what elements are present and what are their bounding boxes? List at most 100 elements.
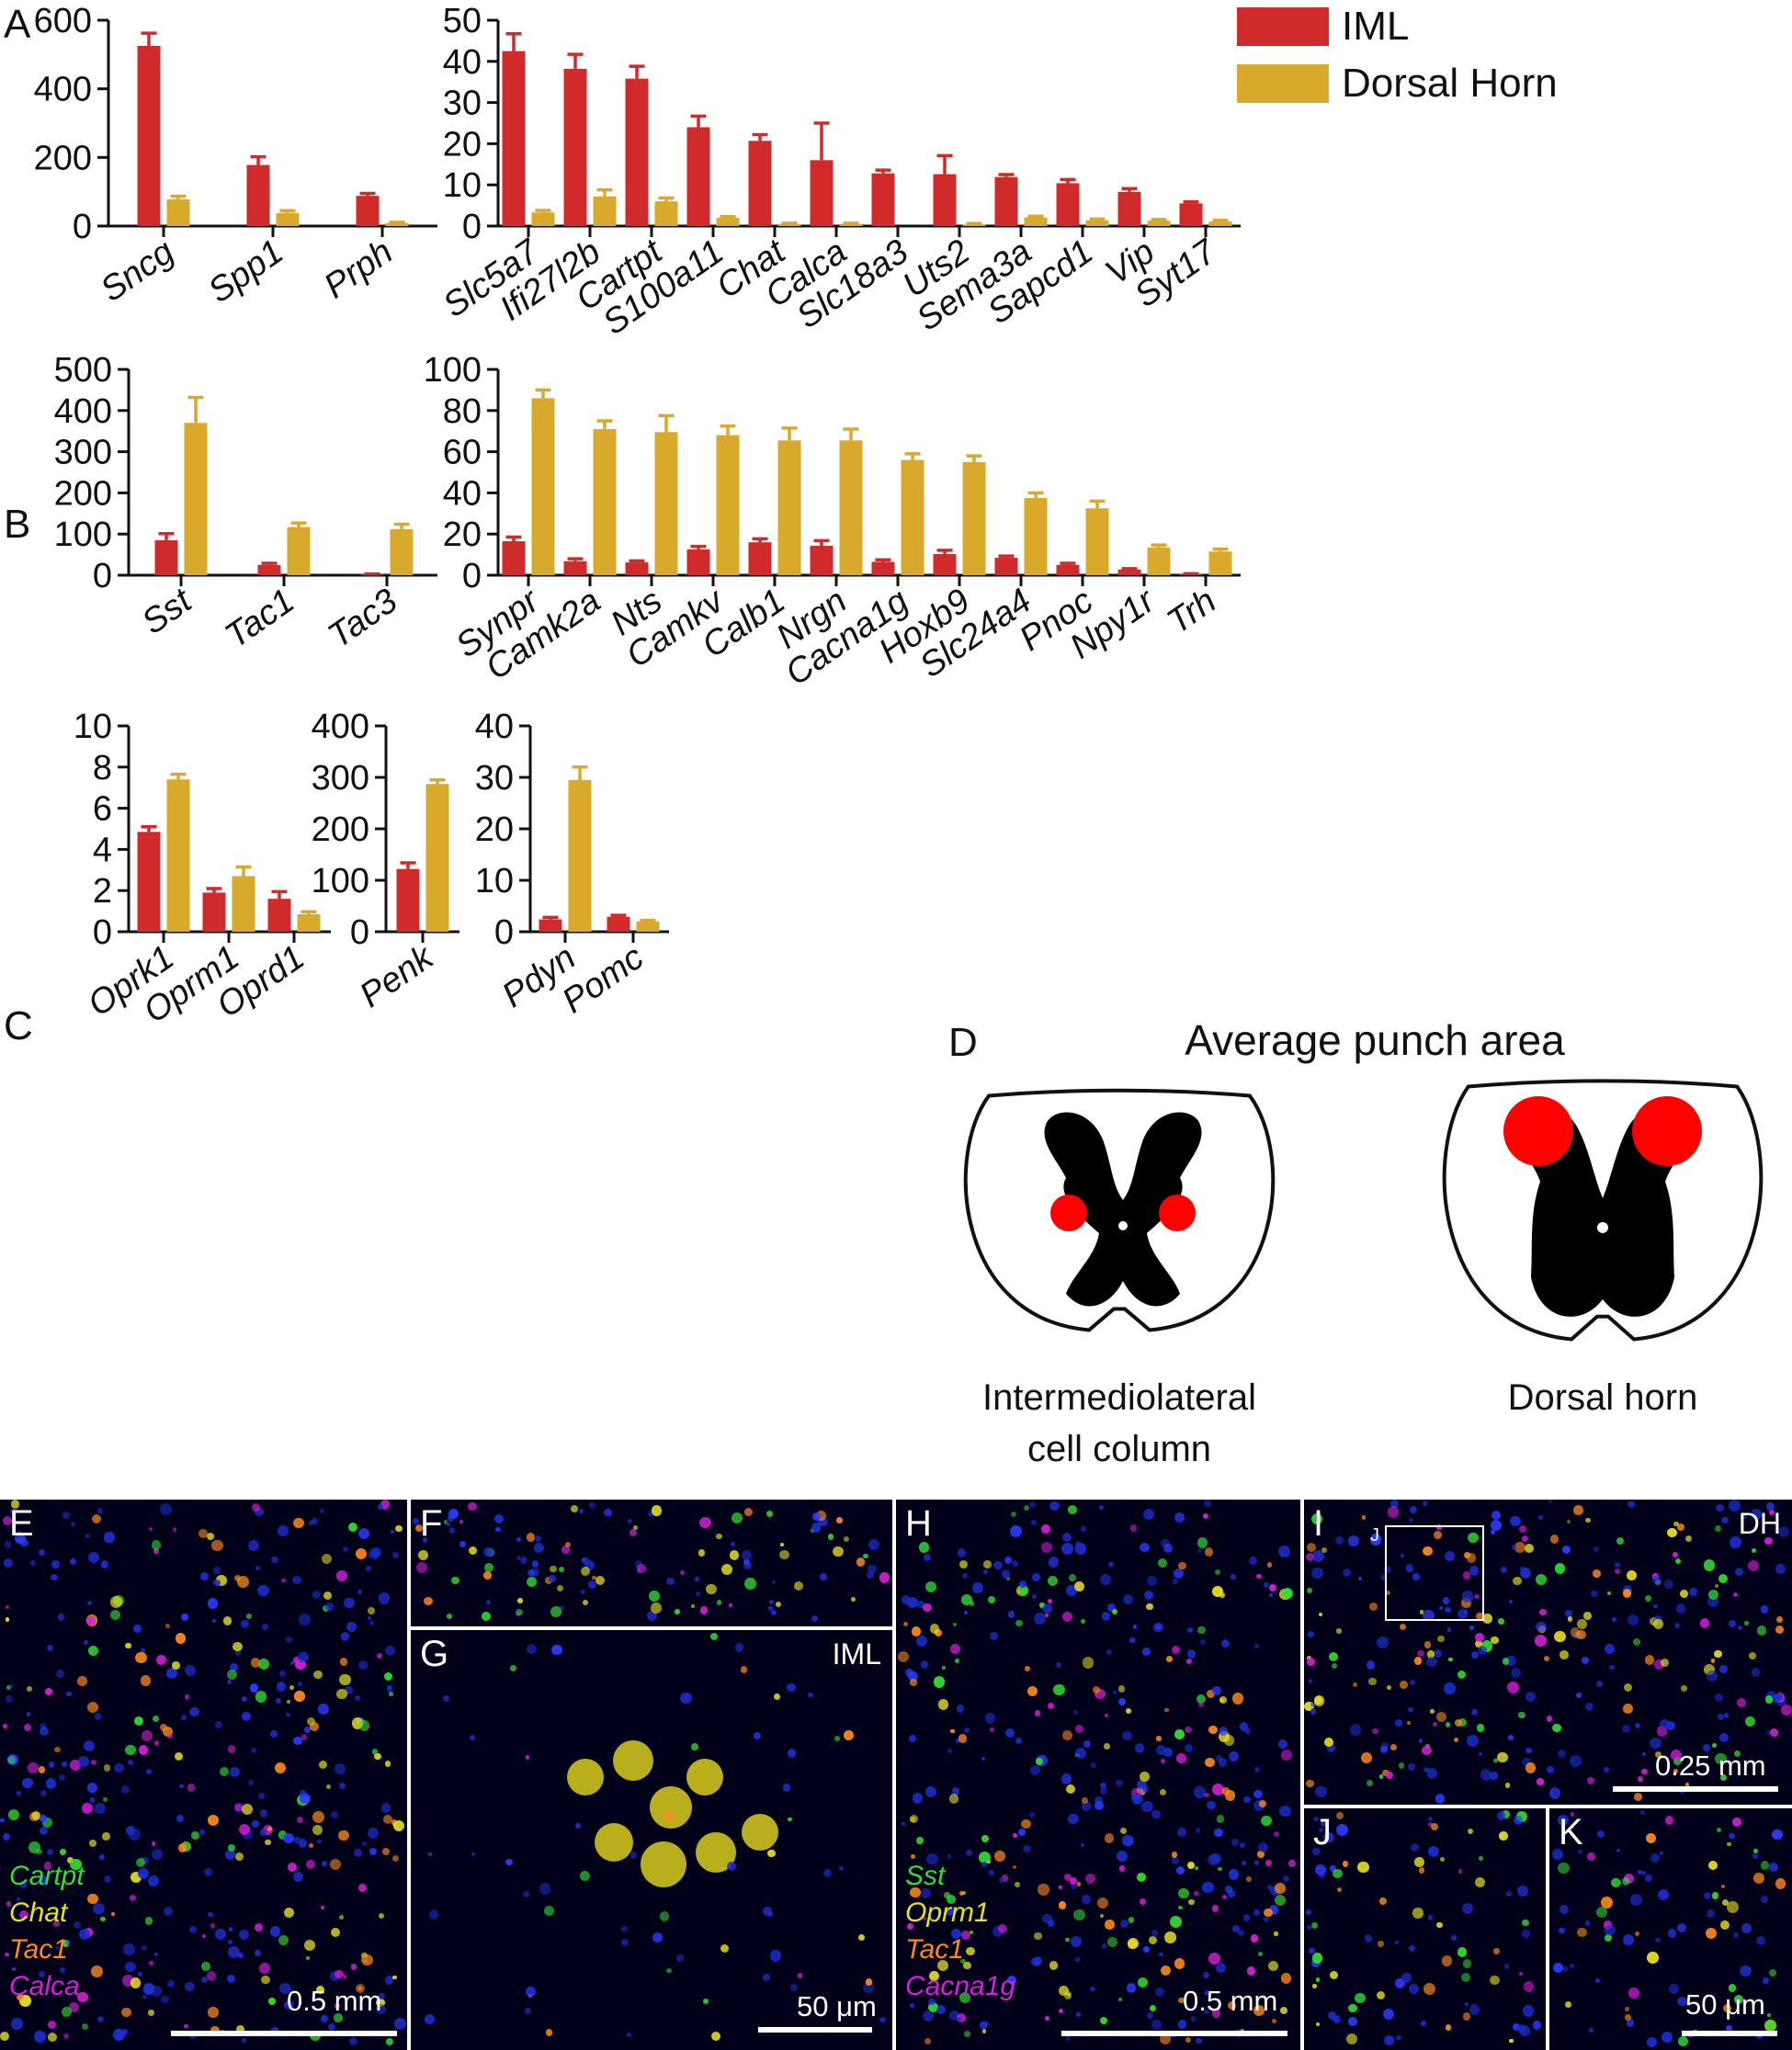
cell-signal [306,1956,311,1961]
cell-signal [956,2017,961,2022]
cell-signal [982,1560,992,1569]
cell-signal [1604,1933,1613,1942]
cell-signal [262,1623,269,1630]
cell-signal [109,1610,120,1620]
cell-signal [1566,1519,1571,1523]
y-tick-label: 20 [443,125,482,164]
cell-signal [1577,1927,1587,1938]
cell-signal [1380,1746,1389,1753]
cell-signal [1409,1679,1415,1685]
cell-signal [630,1852,638,1859]
cell-signal [955,1658,959,1663]
cell-signal [1257,1851,1265,1858]
cell-signal [1667,1527,1677,1538]
bar-dorsal-horn [390,528,414,575]
cell-signal [1215,1963,1226,1973]
cell-signal [1170,1916,1183,1929]
cell-signal [1714,1583,1719,1588]
cell-signal [1700,1618,1710,1628]
cell-signal [1161,1538,1170,1548]
cell-signal [1561,1545,1571,1555]
cell-signal [1711,1892,1719,1899]
cell-signal [1171,1645,1180,1654]
cell-signal [1511,1668,1522,1679]
cell-signal [1006,1976,1016,1985]
cell-signal [384,1646,395,1657]
cell-signal [447,1614,452,1620]
cell-signal [1280,1973,1291,1984]
cell-signal [592,1575,596,1580]
cell-signal [1719,1665,1729,1674]
cell-signal [743,1558,750,1565]
panel-label-c: C [4,1003,33,1048]
cell-signal [820,1573,827,1580]
cell-signal [378,1591,391,1604]
cell-signal [289,1660,294,1665]
y-tick-label: 6 [93,790,112,829]
cell-signal [780,1542,785,1546]
cell-signal [258,1659,270,1671]
cell-signal [1436,1635,1445,1643]
cell-signal [1105,1920,1115,1930]
cell-signal [582,1557,589,1565]
cell-signal [1399,1762,1405,1769]
cell-signal [720,1564,732,1576]
cell-signal [172,1527,176,1532]
cell-signal [1467,1828,1474,1835]
cell-signal [1100,1787,1107,1795]
cell-signal [550,1606,561,1617]
cell-signal [534,1542,545,1553]
cell-signal [235,1852,244,1861]
cell-signal [1173,1579,1178,1584]
cell-signal [1706,1909,1716,1919]
micrograph-e: E Cartpt Chat Tac1 Calca 0.5 mm [0,1500,407,2050]
scalebar-label-e: 0.5 mm [287,1985,382,2017]
grey-matter [1044,1112,1202,1307]
cell-signal [8,1808,20,1820]
cell-signal [166,1668,178,1680]
cell-signal [1576,1629,1586,1639]
cell-signal [1306,1542,1316,1552]
cell-signal [699,1516,711,1529]
cell-signal [91,1965,103,1977]
cell-signal [923,1554,931,1562]
cell-signal [1457,1609,1468,1620]
y-tick-label: 200 [312,810,369,849]
cell-signal [121,2008,131,2018]
cell-signal [62,1512,71,1520]
cell-signal [1219,1696,1227,1704]
cell-signal [1413,1657,1423,1666]
cell-signal [1559,1927,1565,1934]
cell-signal [1306,1925,1311,1930]
y-tick-label: 300 [312,759,369,798]
bar-dorsal-horn [232,876,255,932]
cell-signal [1482,1614,1492,1624]
cell-signal [1211,2009,1221,2018]
cell-signal [1151,1930,1158,1936]
cell-signal [1313,1695,1325,1706]
cell-signal [250,1683,259,1693]
cell-signal [1616,1536,1624,1545]
cell-signal [1304,1701,1314,1712]
cell-signal [947,1854,952,1859]
y-tick-label: 0 [350,913,369,952]
cell-signal [70,1760,82,1771]
cell-signal [963,1611,968,1615]
cell-signal [1714,1524,1722,1533]
cell-signal [213,1567,221,1574]
cell-signal [1228,2000,1237,2010]
cell-signal [679,1569,686,1575]
cell-signal [298,1651,309,1663]
cell-signal [1478,1856,1483,1862]
cell-signal [1525,1762,1536,1773]
cell-signal [122,1942,135,1955]
cell-signal [1723,1713,1729,1718]
bar-dorsal-horn [276,212,300,226]
cell-signal [184,2023,188,2028]
cell-signal [369,1547,380,1559]
cell-signal [286,1712,290,1716]
cell-signal [1132,1624,1138,1629]
cell-signal [1040,1541,1052,1553]
cell-signal [459,1540,467,1547]
cell-signal [1747,1559,1759,1571]
